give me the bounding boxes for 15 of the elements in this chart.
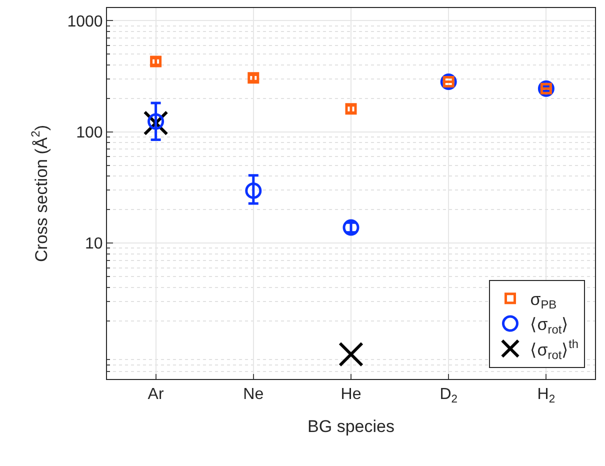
point — [148, 113, 164, 130]
legend-label: ⟨σ$_{rot}$⟩$^{th}$ — [530, 337, 579, 362]
x-tick-label: Ar — [148, 386, 164, 404]
x-tick-label: H$_{2}$ — [537, 386, 556, 406]
x-tick-label: D$_{2}$ — [440, 386, 458, 406]
x-axis-title: BG species — [308, 416, 394, 436]
y-tick-label: 10 — [85, 236, 103, 253]
legend-label: ⟨σ$_{rot}$⟩ — [530, 315, 569, 337]
y-tick-label: 100 — [76, 124, 103, 142]
x-tick-label: He — [340, 386, 362, 404]
y-tick-label: 1000 — [67, 13, 103, 30]
legend-label: σ$_{PB}$ — [530, 290, 557, 312]
x-tick-label: Ne — [243, 386, 264, 404]
point — [245, 182, 262, 199]
point — [338, 342, 364, 367]
